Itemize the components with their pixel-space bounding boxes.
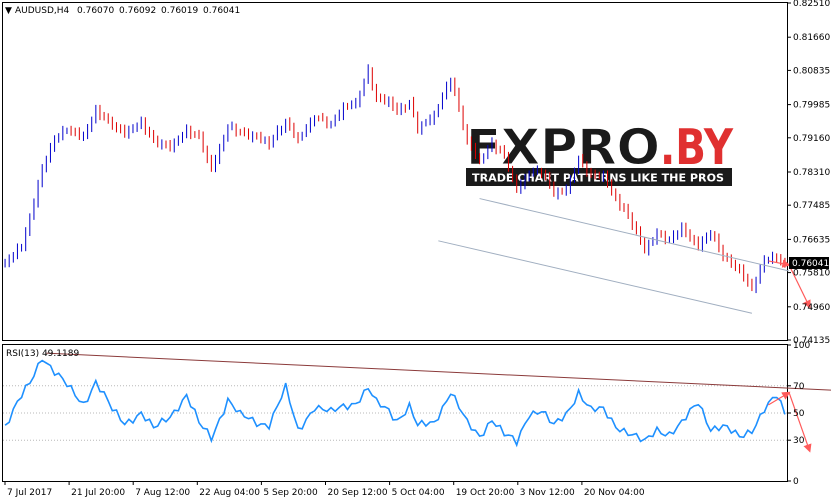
price-axis-label: 0.81660 [793, 33, 830, 43]
price-axis-label: 0.74960 [793, 303, 830, 313]
price-axis-label: 0.82510 [793, 0, 830, 9]
time-axis-label: 21 Jul 20:00 [71, 488, 125, 498]
ohlc-close: 0.76041 [203, 6, 240, 16]
rsi-trendline [46, 352, 831, 391]
chart-title: ▼ AUDUSD,H4 0.76070 0.76092 0.76019 0.76… [5, 6, 240, 16]
time-axis-label: 20 Nov 04:00 [584, 488, 645, 498]
rsi-line [4, 359, 786, 448]
ohlc-high: 0.76092 [119, 6, 156, 16]
symbol-timeframe: AUDUSD,H4 [15, 6, 70, 16]
rsi-forecast-arrow [768, 391, 791, 406]
time-axis-label: 5 Sep 20:00 [263, 488, 318, 498]
price-axis-label: 0.79160 [793, 134, 830, 144]
price-axis-label: 0.80835 [793, 66, 830, 76]
channel-lower-line [438, 240, 753, 314]
price-axis-label: 0.77485 [793, 201, 830, 211]
current-price-label: 0.76041 [792, 259, 829, 269]
rsi-axis-label: 100 [793, 341, 810, 351]
time-axis-label: 22 Aug 04:00 [199, 488, 260, 498]
channel-upper-line [479, 198, 790, 272]
time-axis-label: 5 Oct 04:00 [392, 488, 445, 498]
fxpro-watermark: FXPRO .BY TRADE CHART PATTERNS LIKE THE … [466, 119, 733, 186]
price-axis-label: 0.78310 [793, 168, 830, 178]
price-axis-label: 0.74135 [793, 336, 830, 346]
rsi-forecast-arrow [788, 392, 812, 453]
watermark-tagline: TRADE CHART PATTERNS LIKE THE PROS [472, 172, 724, 185]
time-axis-label: 7 Aug 12:00 [135, 488, 190, 498]
rsi-axis-label: 70 [793, 382, 805, 392]
price-forecast-arrow [788, 264, 811, 309]
time-axis-label: 3 Nov 12:00 [520, 488, 575, 498]
title-triangle-icon[interactable]: ▼ [5, 6, 12, 16]
watermark-brand-left: FXPRO [466, 119, 660, 176]
price-axis-label: 0.76635 [793, 235, 830, 245]
price-axis-label: 0.75810 [793, 269, 830, 279]
price-forecast-arrow [768, 259, 791, 268]
rsi-axis-label: 50 [793, 409, 805, 419]
time-axis-label: 19 Oct 20:00 [456, 488, 515, 498]
rsi-axis-label: 30 [793, 436, 805, 446]
current-price-marker: 0.76041 [789, 257, 829, 269]
time-axis-label: 7 Jul 2017 [7, 488, 52, 498]
main-pane-frame [2, 2, 788, 341]
rsi-indicator-label: RSI(13) 49.1189 [6, 349, 79, 359]
ohlc-low: 0.76019 [161, 6, 198, 16]
watermark-brand-right: .BY [660, 119, 733, 176]
rsi-axis-label: 0 [793, 477, 799, 487]
time-axis-label: 20 Sep 12:00 [328, 488, 388, 498]
price-axis-label: 0.79985 [793, 101, 830, 111]
ohlc-open: 0.76070 [77, 6, 114, 16]
